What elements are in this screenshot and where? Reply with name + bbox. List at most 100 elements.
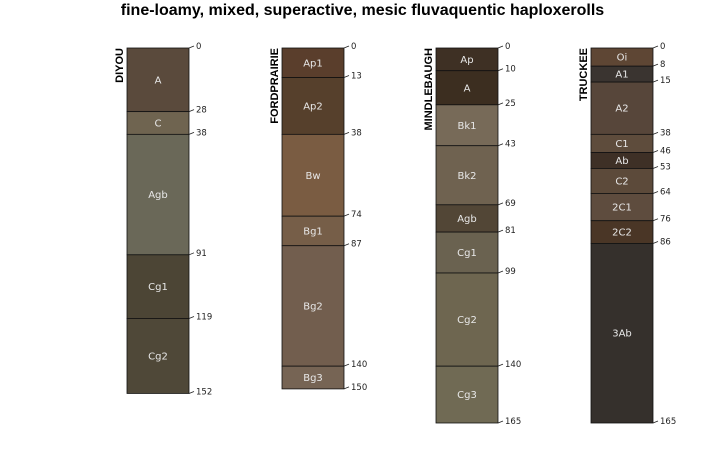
- horizon-label: C2: [615, 176, 628, 187]
- depth-tick: [652, 45, 659, 49]
- horizon-label: 2C2: [612, 228, 632, 239]
- depth-label: 91: [196, 249, 207, 259]
- horizon-label: Cg2: [457, 315, 477, 326]
- depth-tick: [343, 45, 350, 49]
- depth-tick: [497, 45, 504, 49]
- depth-label: 119: [196, 312, 212, 322]
- horizon-agb: [126, 133, 190, 256]
- depth-label: 140: [505, 360, 521, 370]
- horizon-label: C1: [615, 139, 628, 150]
- horizon-cg2: [435, 272, 499, 367]
- horizon-3ab: [590, 243, 654, 424]
- horizon-label: Bk1: [457, 121, 476, 132]
- depth-label: 140: [351, 360, 367, 370]
- depth-label: 150: [351, 383, 367, 393]
- depth-label: 10: [505, 65, 516, 75]
- depth-label: 86: [660, 237, 671, 247]
- depth-tick: [188, 109, 195, 113]
- depth-tick: [652, 191, 659, 194]
- depth-label: 152: [196, 387, 212, 397]
- diagram-title: fine-loamy, mixed, superactive, mesic fl…: [120, 2, 605, 19]
- horizon-bg2: [281, 245, 345, 367]
- depth-tick: [652, 166, 659, 169]
- horizon-label: Bg3: [303, 373, 323, 384]
- depth-label: 38: [196, 128, 207, 138]
- soil-profile-mindlebaugh: MINDLEBAUGH Ap A Bk1 Bk2 Agb Cg1 Cg2 Cg3 0 10 25 43 6…: [423, 42, 521, 427]
- depth-label: 165: [660, 417, 676, 427]
- depth-label: 99: [505, 267, 516, 277]
- depth-label: 0: [351, 42, 356, 52]
- depth-tick: [497, 102, 504, 106]
- depth-label: 38: [660, 128, 671, 138]
- horizon-label: Agb: [148, 190, 168, 201]
- profile-name: MINDLEBAUGH: [423, 48, 435, 131]
- depth-tick: [343, 131, 350, 135]
- horizon-label: Cg1: [148, 282, 168, 293]
- horizon-label: Ap: [460, 55, 473, 66]
- horizon-bg1: [281, 215, 345, 247]
- horizon-bk2: [435, 145, 499, 206]
- soil-profile-truckee: TRUCKEE Oi A1 A2 C1 Ab C2 2C1 2C2 3Ab 0 8 15 38 46 53 64…: [578, 42, 676, 427]
- depth-tick: [188, 316, 195, 319]
- depth-label: 13: [351, 72, 362, 82]
- horizon-a: [435, 70, 499, 106]
- horizon-label: Bw: [305, 171, 320, 182]
- horizon-2c1: [590, 193, 654, 222]
- depth-tick: [652, 420, 659, 424]
- depth-tick: [652, 241, 659, 244]
- depth-tick: [343, 75, 350, 78]
- soil-profile-diyou: DIYOU A C Agb Cg1 Cg2 0 28 38 91 119 152: [114, 42, 212, 397]
- horizon-label: A2: [615, 104, 628, 115]
- horizon-cg1: [435, 231, 499, 274]
- depth-tick: [188, 252, 195, 256]
- depth-tick: [497, 420, 504, 424]
- depth-tick: [652, 63, 659, 67]
- depth-label: 15: [660, 76, 671, 86]
- depth-label: 76: [660, 215, 671, 225]
- horizon-label: Cg2: [148, 351, 168, 362]
- depth-label: 0: [660, 42, 665, 52]
- horizon-label: 2C1: [612, 203, 632, 214]
- depth-tick: [652, 131, 659, 135]
- depth-label: 69: [505, 199, 516, 209]
- horizon-label: C: [155, 118, 162, 129]
- horizon-bw: [281, 133, 345, 217]
- depth-label: 87: [351, 240, 362, 250]
- depth-tick: [652, 79, 659, 83]
- horizon-agb: [435, 204, 499, 233]
- depth-tick: [497, 363, 504, 367]
- depth-label: 53: [660, 162, 671, 172]
- horizon-bk1: [435, 104, 499, 147]
- depth-label: 38: [351, 128, 362, 138]
- horizon-label: Ap1: [303, 58, 323, 69]
- depth-label: 0: [505, 42, 510, 52]
- depth-label: 64: [660, 187, 671, 197]
- depth-label: 0: [196, 42, 201, 52]
- depth-tick: [343, 386, 350, 390]
- depth-tick: [497, 202, 504, 206]
- depth-tick: [497, 143, 504, 147]
- depth-label: 81: [505, 226, 516, 236]
- horizon-label: A: [155, 75, 162, 86]
- depth-tick: [497, 68, 504, 72]
- depth-tick: [188, 131, 195, 135]
- horizon-label: Bk2: [457, 171, 476, 182]
- depth-label: 8: [660, 60, 665, 70]
- depth-tick: [497, 229, 504, 233]
- horizon-label: Oi: [617, 53, 628, 64]
- horizon-a2: [590, 81, 654, 135]
- depth-label: 74: [351, 210, 362, 220]
- horizon-label: 3Ab: [612, 329, 632, 340]
- depth-tick: [188, 45, 195, 49]
- depth-tick: [343, 243, 350, 247]
- horizon-cg2: [126, 318, 190, 394]
- depth-label: 25: [505, 99, 516, 109]
- horizon-label: Agb: [457, 214, 477, 225]
- soil-profile-fordprairie: FORDPRAIRIE Ap1 Ap2 Bw Bg1 Bg2 Bg3 0 13 38 74 87 140…: [269, 42, 367, 393]
- depth-label: 46: [660, 147, 671, 157]
- profile-name: DIYOU: [114, 48, 126, 83]
- horizon-label: Cg3: [457, 390, 477, 401]
- horizon-cg3: [435, 365, 499, 424]
- depth-tick: [188, 391, 195, 394]
